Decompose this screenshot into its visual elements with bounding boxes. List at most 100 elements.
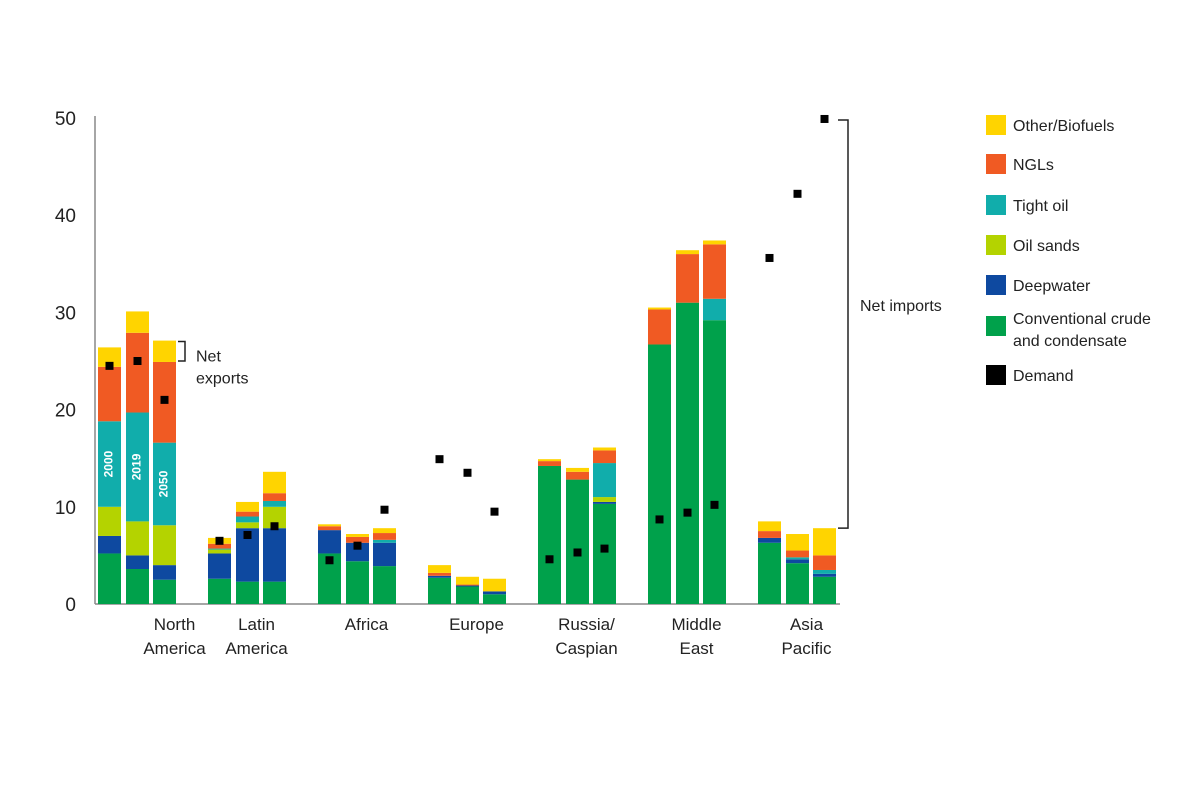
bar-segment-conventional <box>538 465 561 604</box>
bar-segment-conventional <box>758 542 781 604</box>
bar-segment-conventional <box>593 503 616 604</box>
bar-segment-oil_sands <box>593 497 616 502</box>
bar-segment-conventional <box>676 302 699 604</box>
demand-marker <box>683 508 692 517</box>
bar-segment-conventional <box>208 578 231 604</box>
bar-segment-deepwater <box>373 542 396 567</box>
bar-segment-other_biofuels <box>373 528 396 534</box>
bar-segment-deepwater <box>153 565 176 580</box>
bar-segment-conventional <box>648 344 671 604</box>
bar-segment-other_biofuels <box>813 528 836 556</box>
bar-segment-conventional <box>126 569 149 604</box>
bar-segment-ngls <box>346 536 369 543</box>
bar-segment-conventional <box>703 320 726 604</box>
legend-label-other_biofuels: Other/Biofuels <box>1013 118 1114 135</box>
year-label: 2050 <box>157 470 171 497</box>
bar-segment-ngls <box>538 461 561 466</box>
bar-segment-other_biofuels <box>538 459 561 462</box>
bar-segment-other_biofuels <box>566 467 589 472</box>
bar-segment-other_biofuels <box>648 307 671 310</box>
bar-segment-conventional <box>236 581 259 604</box>
demand-marker <box>325 556 334 565</box>
demand-marker <box>600 544 609 553</box>
legend-label-conventional: Conventional crude and condensate <box>1013 311 1151 350</box>
bar-segment-deepwater <box>126 555 149 570</box>
bar-segment-deepwater <box>318 530 341 554</box>
region-label: Asia Pacific <box>781 615 832 658</box>
bar-segment-deepwater <box>813 573 836 577</box>
bar-segment-ngls <box>786 550 809 558</box>
bar-segment-deepwater <box>236 528 259 582</box>
bar-segment-other_biofuels <box>263 471 286 494</box>
region-label: Russia/Caspian <box>555 615 617 658</box>
bar-segment-tight_oil <box>236 516 259 523</box>
bar-segment-tight_oil <box>703 298 726 321</box>
demand-marker <box>353 541 362 550</box>
legend-label-oil_sands: Oil sands <box>1013 238 1080 255</box>
legend-label-tight_oil: Tight oil <box>1013 198 1068 215</box>
region-label-line: Asia <box>790 615 824 634</box>
bar-segment-conventional <box>373 566 396 604</box>
bar-segment-tight_oil <box>208 548 231 550</box>
bar-segment-conventional <box>428 577 451 604</box>
demand-marker <box>105 361 114 370</box>
legend-swatch-conventional <box>986 316 1006 336</box>
bar-segment-ngls <box>236 511 259 517</box>
bar-segment-conventional <box>153 579 176 604</box>
net-imports-bracket <box>838 119 849 529</box>
bar-segment-other_biofuels <box>346 534 369 537</box>
demand-marker <box>215 536 224 545</box>
axes: 0 10 20 30 40 50 North America Latin America Afric… <box>55 109 840 658</box>
bar-segment-conventional <box>263 581 286 604</box>
bar-segment-ngls <box>456 584 479 586</box>
bar-segment-tight_oil <box>98 421 121 507</box>
legend-label-demand: Demand <box>1013 368 1073 385</box>
region-label-line: North <box>154 615 196 634</box>
bar-segment-deepwater <box>786 559 809 564</box>
bar-segment-oil_sands <box>98 506 121 536</box>
legend-label-line: Conventional crude <box>1013 311 1151 328</box>
demand-marker <box>160 395 169 404</box>
legend: Other/Biofuels NGLs Tight oil Oil sands Deep… <box>986 115 1151 385</box>
bar-segment-conventional <box>456 586 479 604</box>
bar-segment-other_biofuels <box>153 340 176 362</box>
legend-label-deepwater: Deepwater <box>1013 278 1091 295</box>
region-label-line: America <box>143 639 206 658</box>
region-label-line: Africa <box>345 615 389 634</box>
demand-marker <box>270 522 279 531</box>
region-label-line: Middle <box>671 615 721 634</box>
bar-segment-other_biofuels <box>483 578 506 592</box>
region-label: Africa <box>345 615 389 634</box>
bar-segment-other_biofuels <box>318 524 341 527</box>
bar-segment-conventional <box>566 479 589 604</box>
legend-label-line: and condensate <box>1013 333 1127 350</box>
bar-segment-other_biofuels <box>703 240 726 245</box>
demand-marker <box>435 455 444 464</box>
bar-segment-ngls <box>373 533 396 540</box>
bar-segment-oil_sands <box>236 522 259 529</box>
demand-marker <box>545 555 554 564</box>
bar-segment-conventional <box>98 553 121 604</box>
bar-segment-conventional <box>483 594 506 604</box>
legend-swatch-other_biofuels <box>986 115 1006 135</box>
bar-segment-deepwater <box>98 535 121 554</box>
bar-segment-ngls <box>703 244 726 299</box>
legend-swatch-demand <box>986 365 1006 385</box>
legend-swatch-deepwater <box>986 275 1006 295</box>
demand-markers <box>105 114 829 565</box>
region-label-line: Caspian <box>555 639 617 658</box>
bar-segment-tight_oil <box>153 442 176 526</box>
bar-segment-tight_oil <box>373 539 396 543</box>
legend-swatch-ngls <box>986 154 1006 174</box>
bar-segment-deepwater <box>208 553 231 579</box>
bar-segment-deepwater <box>758 537 781 543</box>
bar-segment-conventional <box>346 561 369 604</box>
legend-label-ngls: NGLs <box>1013 157 1054 174</box>
demand-marker <box>573 548 582 557</box>
bar-segment-ngls <box>648 309 671 345</box>
bar-segment-other_biofuels <box>126 311 149 333</box>
bar-segment-ngls <box>566 471 589 480</box>
demand-marker <box>463 468 472 477</box>
bar-segment-oil_sands <box>263 506 286 529</box>
